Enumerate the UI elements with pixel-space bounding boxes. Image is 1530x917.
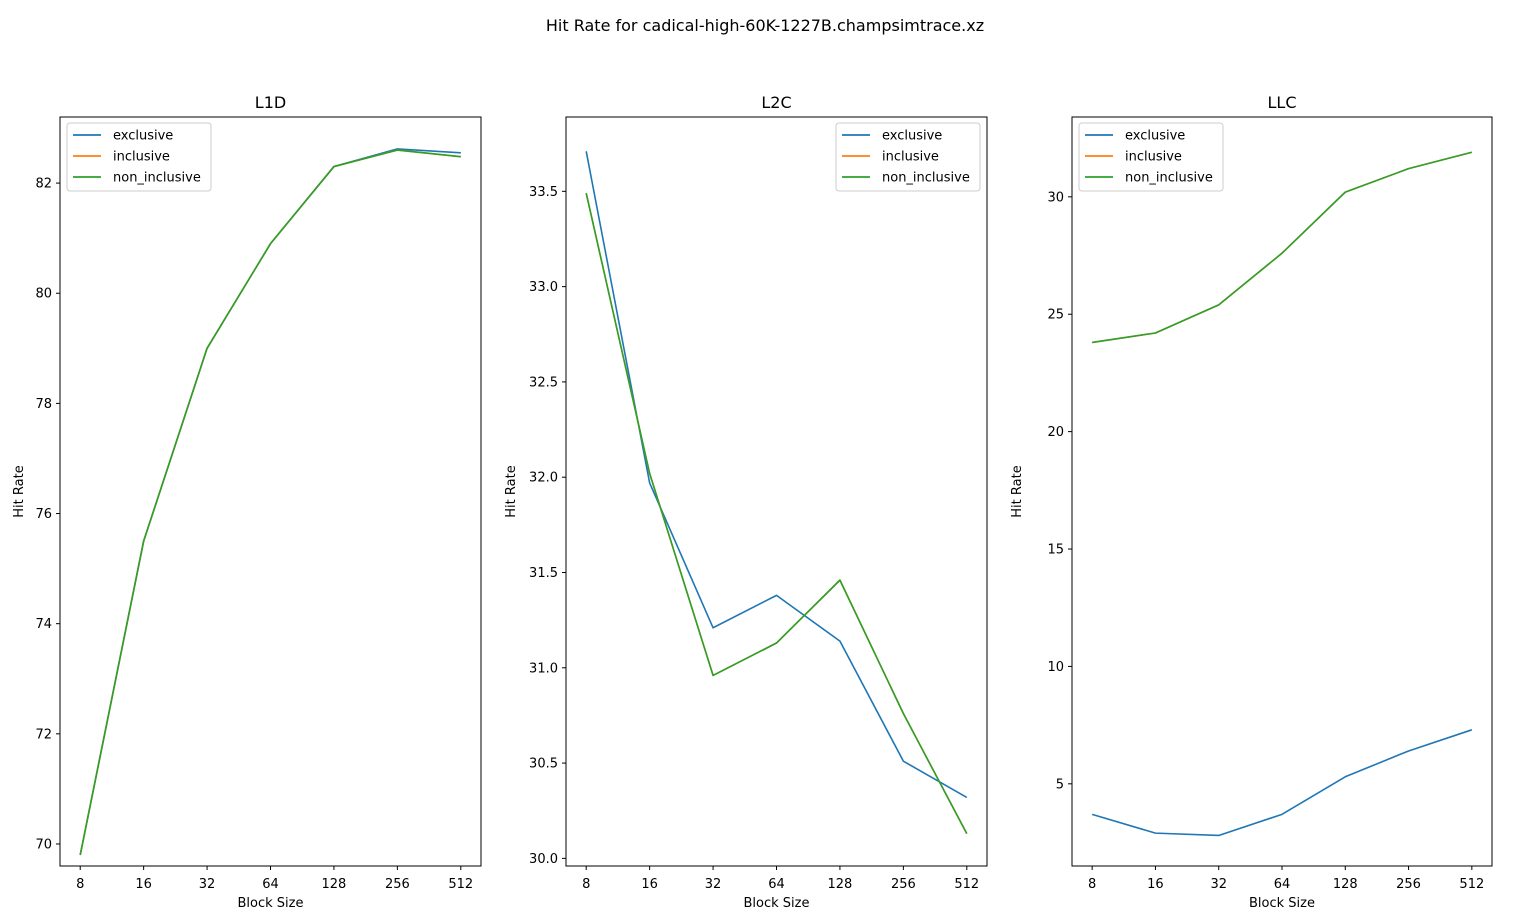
y-tick-label: 10 [1047, 660, 1064, 675]
y-axis-label: Hit Rate [1010, 465, 1025, 517]
subplot-title: LLC [1268, 93, 1297, 112]
subplot-llc: 8 16 32 64 128 256 512 5 10 15 20 25 30 LLC Block Size… [1010, 93, 1493, 911]
legend-label-non_inclusive: non_inclusive [113, 171, 201, 186]
x-tick-label: 512 [1459, 877, 1484, 892]
y-axis-label: Hit Rate [12, 465, 27, 517]
y-tick-label: 31.5 [529, 566, 558, 581]
legend-box [835, 122, 981, 192]
x-tick-label: 256 [891, 877, 916, 892]
legend-label-inclusive: inclusive [1125, 150, 1182, 165]
x-tick-label: 8 [582, 877, 590, 892]
x-tick-label: 128 [828, 877, 853, 892]
legend-label-non_inclusive: non_inclusive [1125, 171, 1213, 186]
y-tick-label: 80 [35, 287, 52, 302]
subplot-l2c: 8 16 32 64 128 256 512 30.0 30.5 31.0 31.5 32.0 32.5… [504, 93, 988, 911]
series-line-inclusive [79, 149, 461, 856]
y-tick-label: 33.5 [529, 185, 558, 200]
subplot-l1d: 8 16 32 64 128 256 512 70 72 74 76 78 80 82 L1D Block S… [12, 93, 482, 911]
series-group [79, 148, 461, 856]
legend: exclusive inclusive non_inclusive [835, 122, 981, 192]
y-tick-label: 70 [35, 837, 52, 852]
x-tick-label: 512 [448, 877, 473, 892]
y-tick-label: 5 [1056, 777, 1064, 792]
x-axis-label: Block Size [744, 896, 810, 911]
axes-frame [1071, 116, 1493, 867]
y-axis-label: Hit Rate [504, 465, 519, 517]
y-tick-label: 20 [1047, 425, 1064, 440]
legend-box [1078, 122, 1224, 192]
x-tick-label: 128 [322, 877, 347, 892]
series-group [585, 151, 968, 834]
series-line-exclusive [79, 148, 461, 856]
x-tick-label: 512 [954, 877, 979, 892]
series-line-non_inclusive [585, 193, 968, 834]
series-line-exclusive [1091, 729, 1473, 837]
series-line-inclusive [585, 193, 968, 834]
x-tick-label: 64 [768, 877, 785, 892]
y-tick-label: 32.0 [529, 471, 558, 486]
x-tick-label: 8 [76, 877, 84, 892]
x-axis-label: Block Size [1249, 896, 1315, 911]
x-tick-label: 128 [1333, 877, 1358, 892]
y-tick-label: 15 [1047, 543, 1064, 558]
y-tick-label: 30 [1047, 190, 1064, 205]
legend-label-non_inclusive: non_inclusive [882, 171, 970, 186]
y-tick-label: 30.0 [529, 852, 558, 867]
series-line-exclusive [585, 151, 968, 799]
legend-label-inclusive: inclusive [882, 150, 939, 165]
y-tick-label: 33.0 [529, 280, 558, 295]
y-tick-label: 72 [35, 727, 52, 742]
legend: exclusive inclusive non_inclusive [66, 122, 212, 192]
x-tick-label: 8 [1088, 877, 1096, 892]
legend-label-exclusive: exclusive [1125, 129, 1185, 144]
x-tick-label: 16 [641, 877, 658, 892]
legend-label-exclusive: exclusive [113, 129, 173, 144]
y-tick-label: 76 [35, 507, 52, 522]
x-tick-label: 256 [1396, 877, 1421, 892]
axes-frame [59, 116, 482, 867]
x-tick-label: 64 [262, 877, 279, 892]
figure-title: Hit Rate for cadical-high-60K-1227B.cham… [545, 16, 985, 35]
y-tick-label: 31.0 [529, 661, 558, 676]
legend: exclusive inclusive non_inclusive [1078, 122, 1224, 192]
series-line-non_inclusive [79, 149, 461, 856]
subplot-title: L2C [761, 93, 791, 112]
legend-box [66, 122, 212, 192]
y-tick-label: 32.5 [529, 375, 558, 390]
x-axis-label: Block Size [238, 896, 304, 911]
y-tick-label: 30.5 [529, 757, 558, 772]
legend-label-exclusive: exclusive [882, 129, 942, 144]
series-line-non_inclusive [1092, 151, 1473, 344]
x-tick-label: 32 [199, 877, 216, 892]
x-tick-label: 64 [1274, 877, 1291, 892]
series-group [1091, 151, 1473, 837]
y-tick-label: 25 [1047, 308, 1064, 323]
x-tick-label: 32 [1210, 877, 1227, 892]
subplot-title: L1D [255, 93, 286, 112]
x-tick-label: 256 [385, 877, 410, 892]
legend-label-inclusive: inclusive [113, 150, 170, 165]
y-tick-label: 74 [35, 617, 52, 632]
x-tick-label: 32 [705, 877, 722, 892]
y-tick-label: 78 [35, 397, 52, 412]
x-tick-label: 16 [1147, 877, 1164, 892]
x-tick-label: 16 [135, 877, 152, 892]
y-tick-label: 82 [35, 177, 52, 192]
